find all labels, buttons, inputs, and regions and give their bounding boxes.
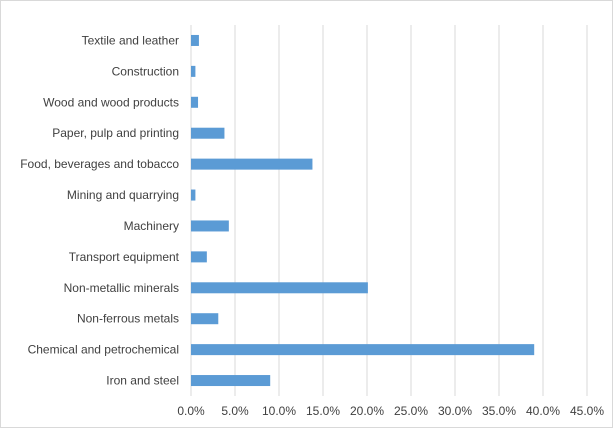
bar — [191, 220, 229, 232]
x-tick-label: 25.0% — [394, 404, 428, 418]
x-tick-label: 40.0% — [526, 404, 560, 418]
x-tick-label: 20.0% — [350, 404, 384, 418]
bar — [191, 251, 207, 263]
x-tick-label: 30.0% — [438, 404, 472, 418]
category-label: Construction — [112, 64, 179, 78]
x-tick-label: 15.0% — [306, 404, 340, 418]
category-label: Iron and steel — [106, 374, 179, 388]
category-labels: Textile and leather Construction Wood and … — [20, 33, 179, 387]
category-label: Non-ferrous metals — [77, 312, 179, 326]
x-tick-label: 35.0% — [482, 404, 516, 418]
category-label: Machinery — [124, 219, 179, 233]
bar — [191, 96, 199, 108]
bars — [191, 34, 535, 387]
category-label: Wood and wood products — [43, 95, 179, 109]
category-label: Mining and quarrying — [67, 188, 179, 202]
x-tick-label: 10.0% — [262, 404, 296, 418]
x-axis-ticks: 0.0% 5.0% 10.0% 15.0% 20.0% 25.0% 30.0% 35.0% 40… — [177, 404, 604, 418]
category-label: Food, beverages and tobacco — [20, 157, 179, 171]
x-tick-label: 0.0% — [177, 404, 205, 418]
bar — [191, 282, 368, 294]
bar — [191, 189, 196, 201]
bar — [191, 158, 313, 170]
category-label: Chemical and petrochemical — [28, 343, 179, 357]
category-label: Textile and leather — [82, 33, 179, 47]
bar — [191, 313, 219, 325]
x-tick-label: 5.0% — [221, 404, 249, 418]
x-tick-label: 45.0% — [570, 404, 604, 418]
category-label: Non-metallic minerals — [64, 281, 179, 295]
gridlines — [190, 25, 588, 396]
category-label: Paper, pulp and printing — [52, 126, 179, 140]
category-label: Transport equipment — [69, 250, 180, 264]
bar — [191, 65, 196, 77]
bar — [191, 34, 199, 46]
bar — [191, 344, 535, 356]
bar — [191, 375, 271, 387]
bar — [191, 127, 225, 139]
